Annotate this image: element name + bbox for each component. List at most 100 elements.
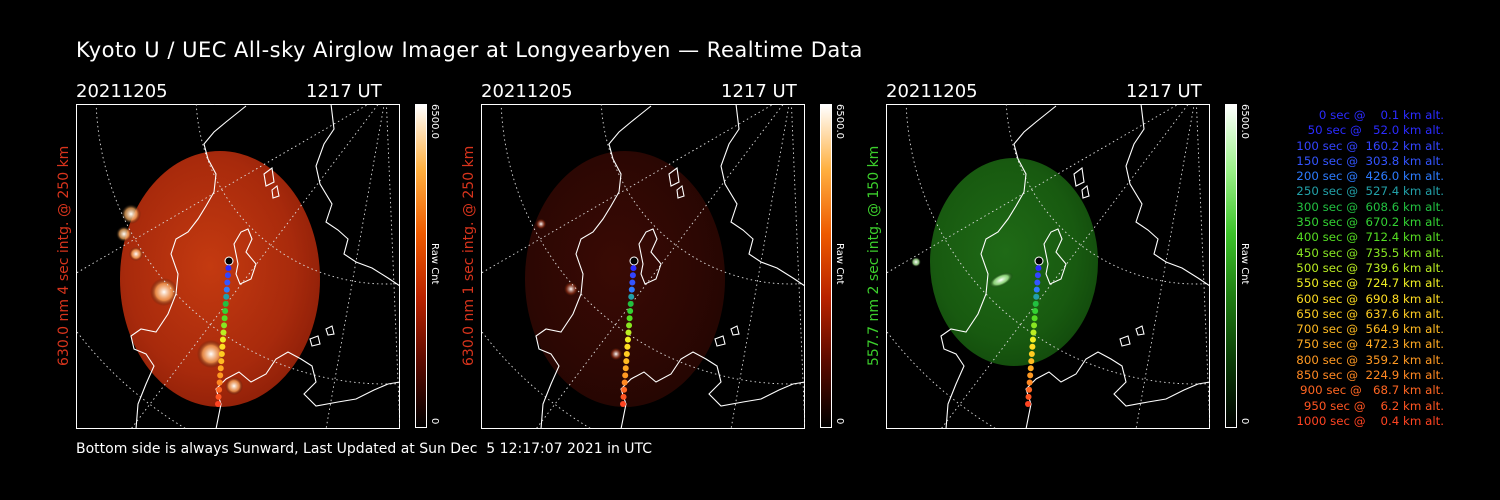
trajectory-point	[224, 256, 234, 266]
panel-2-colorbar-max: 6500.0	[834, 104, 845, 139]
panel-2-colorbar-unit: Raw Cnt	[834, 243, 845, 285]
trajectory-point	[217, 365, 224, 372]
panel-3-date: 20211205	[886, 81, 978, 102]
trajectory-point	[222, 308, 229, 315]
trajectory-point	[625, 329, 632, 336]
legend-row: 700 sec @ 564.9 km alt.	[1292, 322, 1444, 337]
trajectory-point	[1031, 322, 1038, 329]
panel-1-colorbar	[415, 104, 427, 428]
panel-3-colorbar-min: 0	[1239, 418, 1250, 425]
trajectory-point	[220, 329, 227, 336]
trajectory-point	[622, 372, 629, 379]
panel-2-colorbar-min: 0	[834, 418, 845, 425]
trajectory-point	[1028, 358, 1035, 365]
panel-2-allsky-image	[481, 104, 805, 429]
panel-1-side-label: 630.0 nm 4 sec intg. @ 250 km	[56, 145, 72, 366]
trajectory-point	[1029, 336, 1036, 343]
panel-1-colorbar-min: 0	[429, 418, 440, 425]
trajectory-point	[626, 315, 633, 322]
trajectory-point	[623, 358, 630, 365]
legend-row: 200 sec @ 426.0 km alt.	[1292, 169, 1444, 184]
trajectory-point	[1035, 265, 1042, 272]
trajectory-point	[1027, 365, 1034, 372]
trajectory-point	[224, 272, 231, 279]
trajectory-point	[629, 272, 636, 279]
trajectory-point	[621, 379, 628, 386]
trajectory-point	[215, 393, 222, 400]
trajectory-point	[217, 372, 224, 379]
trajectory-point	[223, 293, 230, 300]
trajectory-point	[221, 322, 228, 329]
trajectory-point	[622, 365, 629, 372]
panel-1-colorbar-max: 6500.0	[429, 104, 440, 139]
legend-row: 250 sec @ 527.4 km alt.	[1292, 184, 1444, 199]
trajectory-point	[221, 315, 228, 322]
trajectory-point	[1028, 350, 1035, 357]
trajectory-point	[626, 322, 633, 329]
legend-row: 300 sec @ 608.6 km alt.	[1292, 199, 1444, 214]
trajectory-point	[628, 286, 635, 293]
trajectory-point	[216, 379, 223, 386]
legend-row: 400 sec @ 712.4 km alt.	[1292, 230, 1444, 245]
trajectory-point	[223, 286, 230, 293]
panel-2-time: 1217 UT	[721, 81, 797, 102]
trajectory-point	[216, 386, 223, 393]
legend-row: 450 sec @ 735.5 km alt.	[1292, 245, 1444, 260]
trajectory-point	[1033, 286, 1040, 293]
trajectory-point	[1030, 329, 1037, 336]
legend-row: 950 sec @ 6.2 km alt.	[1300, 398, 1444, 413]
trajectory-point	[629, 279, 636, 286]
trajectory-point	[218, 358, 225, 365]
legend-row: 1000 sec @ 0.4 km alt.	[1296, 413, 1444, 428]
legend-row: 900 sec @ 68.7 km alt.	[1296, 383, 1444, 398]
trajectory-point	[630, 265, 637, 272]
trajectory-point	[1032, 308, 1039, 315]
legend-row: 0 sec @ 0.1 km alt.	[1307, 108, 1444, 122]
panel-2-side-label: 630.0 nm 1 sec intg. @ 250 km	[461, 145, 477, 366]
legend-row: 600 sec @ 690.8 km alt.	[1292, 291, 1444, 306]
panel-2-date: 20211205	[481, 81, 573, 102]
panel-3-time: 1217 UT	[1126, 81, 1202, 102]
trajectory-point	[620, 401, 626, 407]
trajectory-point	[627, 308, 634, 315]
legend-row: 650 sec @ 637.6 km alt.	[1292, 306, 1444, 321]
trajectory-point	[1034, 256, 1044, 266]
trajectory-point	[1034, 279, 1041, 286]
panel-3-side-label: 557.7 nm 2 sec intg. @ 150 km	[866, 145, 882, 366]
panel-1-colorbar-unit: Raw Cnt	[429, 243, 440, 285]
legend-row: 350 sec @ 670.2 km alt.	[1292, 215, 1444, 230]
trajectory-point	[1031, 315, 1038, 322]
panel-1-time: 1217 UT	[306, 81, 382, 102]
trajectory-point	[1032, 300, 1039, 307]
trajectory-point	[219, 343, 226, 350]
trajectory-point	[624, 336, 631, 343]
trajectory-point	[624, 343, 631, 350]
panel-2-colorbar	[820, 104, 832, 428]
panel-1-allsky-image	[76, 104, 400, 429]
legend-row: 550 sec @ 724.7 km alt.	[1292, 276, 1444, 291]
trajectory-legend: 0 sec @ 0.1 km alt. 50 sec @ 52.0 km alt…	[1258, 108, 1444, 429]
trajectory-point	[629, 256, 639, 266]
legend-row: 800 sec @ 359.2 km alt.	[1292, 352, 1444, 367]
trajectory-point	[219, 336, 226, 343]
panel-3-colorbar	[1225, 104, 1237, 428]
legend-row: 150 sec @ 303.8 km alt.	[1292, 153, 1444, 168]
trajectory-point	[627, 300, 634, 307]
legend-row: 500 sec @ 739.6 km alt.	[1292, 260, 1444, 275]
legend-row: 850 sec @ 224.9 km alt.	[1292, 368, 1444, 383]
trajectory-point	[1026, 379, 1033, 386]
trajectory-point	[1025, 401, 1031, 407]
trajectory-point	[628, 293, 635, 300]
panel-1-date: 20211205	[76, 81, 168, 102]
footer-note: Bottom side is always Sunward, Last Upda…	[76, 441, 653, 457]
trajectory-point	[218, 350, 225, 357]
trajectory-point	[222, 300, 229, 307]
panel-3-colorbar-max: 6500.0	[1239, 104, 1250, 139]
trajectory-point	[215, 401, 221, 407]
trajectory-point	[621, 386, 628, 393]
trajectory-point	[1025, 393, 1032, 400]
legend-row: 750 sec @ 472.3 km alt.	[1292, 337, 1444, 352]
legend-row: 100 sec @ 160.2 km alt.	[1292, 138, 1444, 153]
legend-row: 50 sec @ 52.0 km alt.	[1300, 123, 1444, 138]
trajectory-point	[1029, 343, 1036, 350]
